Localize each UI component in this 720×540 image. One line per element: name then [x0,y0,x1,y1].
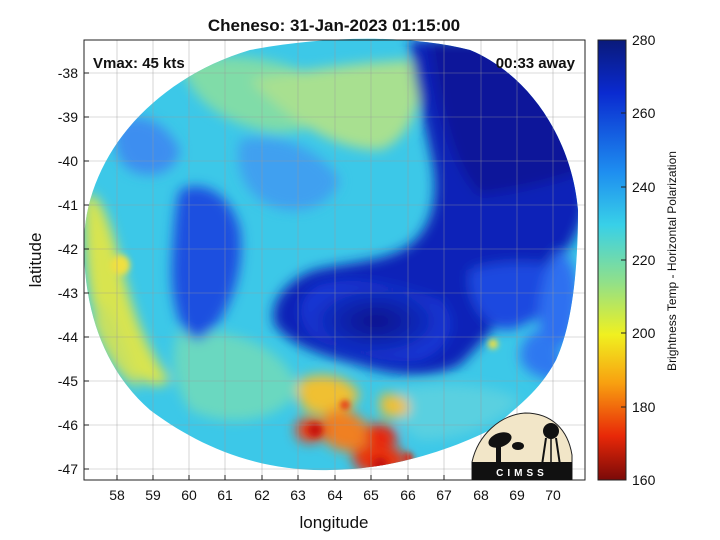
x-tick-label: 66 [400,487,416,503]
x-tick-label: 68 [473,487,489,503]
y-tick-label: -43 [58,285,78,301]
time-away-label: 00:33 away [496,55,576,72]
colorbar-tick-label: 200 [632,325,656,341]
y-tick-label: -42 [58,241,78,257]
colorbar-tick-label: 160 [632,472,656,488]
x-tick-label: 67 [436,487,452,503]
colorbar-tick-label: 180 [632,399,656,415]
colorbar-label: Brightness Temp - Horizontal Polarizatio… [665,151,679,371]
x-tick-label: 60 [181,487,197,503]
y-tick-label: -41 [58,197,78,213]
x-tick-label: 70 [545,487,561,503]
colorbar-tick-label: 240 [632,179,656,195]
x-tick-label: 61 [217,487,233,503]
y-tick-label: -44 [58,329,78,345]
cimss-logo: CIMSS [471,412,573,481]
colorbar-tick-label: 260 [632,105,656,121]
y-tick-label: -45 [58,373,78,389]
x-tick-label: 64 [327,487,343,503]
x-tick-label: 63 [290,487,306,503]
x-tick-label: 62 [254,487,270,503]
logo-text: CIMSS [496,468,548,479]
x-axis-label: longitude [299,513,368,532]
brightness-temp-swath [84,38,578,471]
x-tick-label: 59 [145,487,161,503]
y-tick-label: -38 [58,65,78,81]
y-tick-label: -39 [58,109,78,125]
x-tick-labels: 58 59 60 61 62 63 64 65 66 67 68 69 70 [109,487,561,503]
y-tick-label: -47 [58,461,78,477]
colorbar-tick-label: 220 [632,252,656,268]
grid-lines [84,40,585,480]
y-tick-labels: -38 -39 -40 -41 -42 -43 -44 -45 -46 -47 [58,65,78,477]
x-tick-label: 58 [109,487,125,503]
chart-title: Cheneso: 31-Jan-2023 01:15:00 [208,16,460,35]
y-axis-label: latitude [26,233,45,288]
vmax-label: Vmax: 45 kts [93,55,185,72]
x-tick-label: 69 [509,487,525,503]
colorbar: 280 260 240 220 200 180 160 Brightness T… [597,32,679,488]
y-tick-label: -40 [58,153,78,169]
y-tick-label: -46 [58,417,78,433]
colorbar-tick-label: 280 [632,32,656,48]
x-tick-label: 65 [363,487,379,503]
